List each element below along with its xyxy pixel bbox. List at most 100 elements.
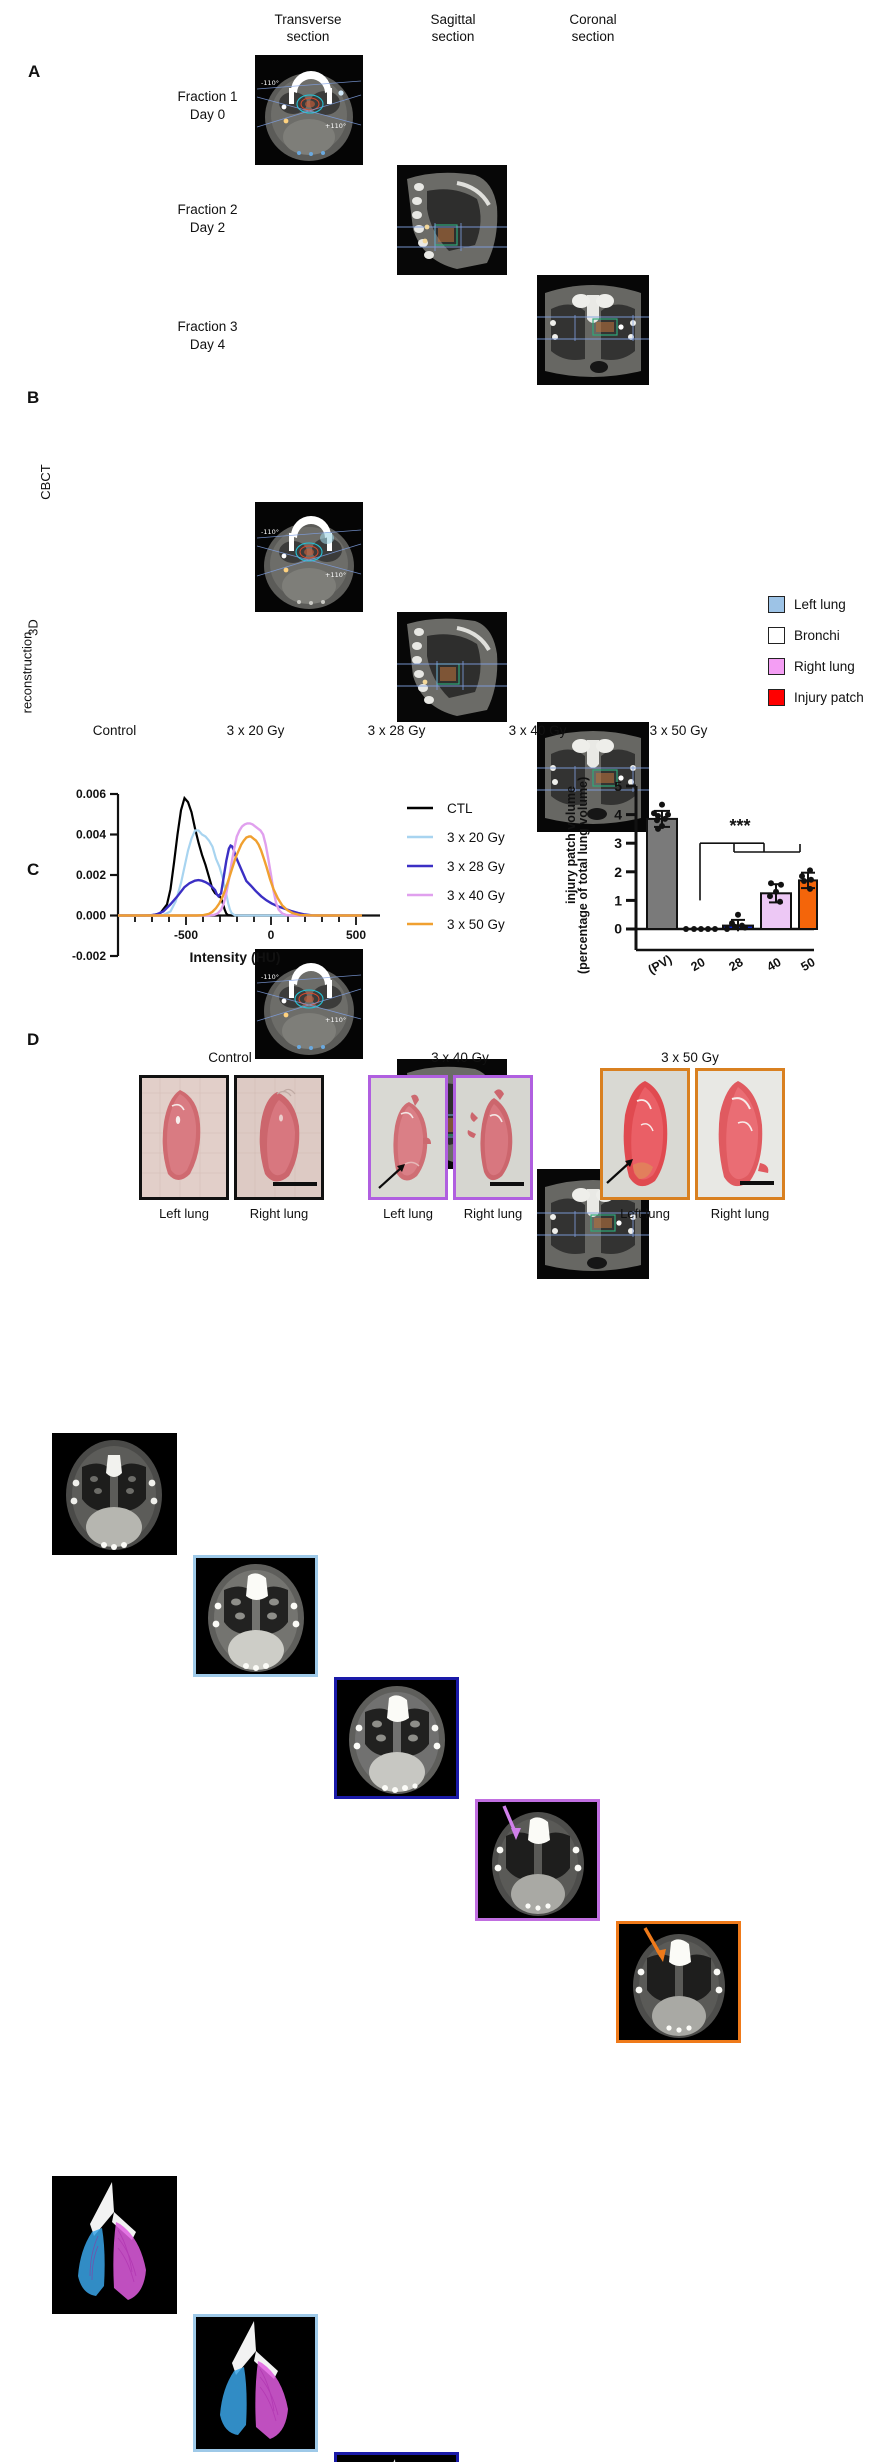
line-legend-swatch-3x28 — [405, 861, 435, 871]
column-header-coronal: Coronal section — [538, 12, 648, 46]
line-legend-label-ctl: CTL — [447, 801, 473, 816]
legend-item-bronchi: Bronchi — [768, 627, 864, 644]
legend-item-left-lung: Left lung — [768, 596, 864, 613]
bar-xtick-28: 28 — [726, 955, 745, 974]
gantry-angle-plus: +110° — [325, 122, 346, 130]
legend-label-right-lung: Right lung — [794, 659, 855, 674]
row-label-3d: 3D — [0, 620, 88, 640]
photo-control-right-lung — [234, 1075, 324, 1200]
scatter-points-20 — [683, 926, 718, 932]
recon-control — [52, 2176, 177, 2314]
significance-stars: *** — [729, 816, 750, 836]
row-label-fraction-3: Fraction 3 Day 4 — [160, 318, 255, 353]
bar-xtick-pv: (PV) — [646, 952, 675, 977]
row-label-fraction-2: Fraction 2 Day 2 — [160, 201, 255, 236]
ct-coronal-fraction-1 — [537, 275, 649, 385]
row-label-reconstruction: reconstruction — [0, 665, 92, 685]
photo-3x40-right-lung — [453, 1075, 533, 1200]
ct-transverse-fraction-2: -110° +110° — [255, 502, 363, 612]
photo-label-3x40-right: Right lung — [453, 1206, 533, 1221]
column-header-sagittal: Sagittal section — [398, 12, 508, 46]
recon-3x20gy — [193, 2314, 318, 2452]
column-header-transverse: Transverse section — [253, 12, 363, 46]
xtick-minus500: -500 — [174, 928, 198, 942]
legend-swatch-injury-patch — [768, 689, 785, 706]
ct-sagittal-fraction-2 — [397, 612, 507, 722]
photo-3x50-left-lung — [600, 1068, 690, 1200]
scatter-points-28 — [724, 912, 748, 932]
svg-text:+110°: +110° — [325, 1016, 346, 1024]
recon-3x28gy — [334, 2452, 459, 2462]
xtick-500: 500 — [346, 928, 366, 942]
cbct-3x50gy — [616, 1921, 741, 2043]
cbct-3x20gy — [193, 1555, 318, 1677]
ct-transverse-fraction-1: -110° +110° — [255, 55, 363, 165]
line-legend-swatch-ctl — [405, 803, 435, 813]
ytick-0002: 0.002 — [76, 868, 106, 882]
panelb-legend: Left lung Bronchi Right lung Injury patc… — [768, 596, 864, 720]
scale-bar-3x50 — [740, 1181, 774, 1185]
cbct-3x40gy — [475, 1799, 600, 1921]
panel-label-a: A — [28, 62, 40, 82]
line-legend-label-3x20: 3 x 20 Gy — [447, 830, 505, 845]
photo-label-3x40-left: Left lung — [368, 1206, 448, 1221]
legend-item-injury-patch: Injury patch — [768, 689, 864, 706]
photo-3x50-right-lung — [695, 1068, 785, 1200]
line-legend-item-ctl: CTL — [405, 797, 505, 819]
legend-swatch-right-lung — [768, 658, 785, 675]
ct-sagittal-fraction-1 — [397, 165, 507, 275]
ytick-0004: 0.004 — [76, 828, 106, 842]
legend-swatch-left-lung — [768, 596, 785, 613]
bar-ytick-5: 5 — [614, 782, 622, 794]
svg-text:-110°: -110° — [261, 528, 279, 536]
figure-root: A Transverse section Sagittal section Co… — [0, 0, 890, 1231]
line-legend-swatch-3x50 — [405, 919, 435, 929]
legend-item-right-lung: Right lung — [768, 658, 864, 675]
line-legend-swatch-3x40 — [405, 890, 435, 900]
density-line-chart: 0.006 0.004 0.002 0.000 -0.002 — [50, 786, 390, 976]
panel-d-caption-3x40gy: 3 x 40 Gy — [370, 1050, 550, 1065]
curve-3x50 — [118, 837, 362, 916]
gantry-angle-minus: -110° — [261, 79, 279, 87]
bar-pv — [647, 819, 677, 929]
svg-text:+110°: +110° — [325, 571, 346, 579]
legend-label-left-lung: Left lung — [794, 597, 846, 612]
group-caption-3x50gy: 3 x 50 Gy — [616, 723, 741, 738]
injury-patch-bar-chart: 5 4 3 2 1 0 — [588, 782, 848, 992]
legend-swatch-bronchi — [768, 627, 785, 644]
curve-3x20 — [118, 831, 362, 916]
line-chart-legend: CTL 3 x 20 Gy 3 x 28 Gy 3 x 40 Gy 3 x 50… — [405, 797, 505, 935]
curve-3x28 — [118, 846, 362, 916]
cbct-control — [52, 1433, 177, 1555]
photo-label-control-left: Left lung — [139, 1206, 229, 1221]
row-label-fraction-1: Fraction 1 Day 0 — [160, 88, 255, 123]
photo-label-3x50-right: Right lung — [695, 1206, 785, 1221]
line-legend-item-3x20: 3 x 20 Gy — [405, 826, 505, 848]
bar-xtick-20: 20 — [688, 955, 707, 974]
scale-bar-3x40 — [490, 1182, 524, 1186]
xaxis-label-intensity: Intensity (HU) — [190, 949, 281, 965]
line-legend-item-3x50: 3 x 50 Gy — [405, 913, 505, 935]
bar-ytick-2: 2 — [614, 864, 622, 880]
group-caption-3x28gy: 3 x 28 Gy — [334, 723, 459, 738]
ytick-0006: 0.006 — [76, 787, 106, 801]
bar-ytick-3: 3 — [614, 835, 622, 851]
group-caption-3x20gy: 3 x 20 Gy — [193, 723, 318, 738]
cbct-3x28gy — [334, 1677, 459, 1799]
ytick-0000: 0.000 — [76, 909, 106, 923]
panel-d-caption-control: Control — [140, 1050, 320, 1065]
legend-label-bronchi: Bronchi — [794, 628, 840, 643]
group-caption-control: Control — [52, 723, 177, 738]
bar-ytick-4: 4 — [614, 807, 622, 823]
panel-label-d: D — [27, 1030, 39, 1050]
bar-xtick-40: 40 — [764, 955, 783, 974]
ytick-m0002: -0.002 — [72, 949, 106, 963]
scale-bar-control — [273, 1182, 317, 1186]
photo-3x40-left-lung — [368, 1075, 448, 1200]
bar-ytick-1: 1 — [614, 892, 622, 908]
photo-control-left-lung — [139, 1075, 229, 1200]
curve-ctl — [118, 798, 362, 915]
bar-xtick-50: 50 — [798, 955, 817, 974]
line-legend-swatch-3x20 — [405, 832, 435, 842]
bar-ytick-0: 0 — [614, 921, 622, 937]
